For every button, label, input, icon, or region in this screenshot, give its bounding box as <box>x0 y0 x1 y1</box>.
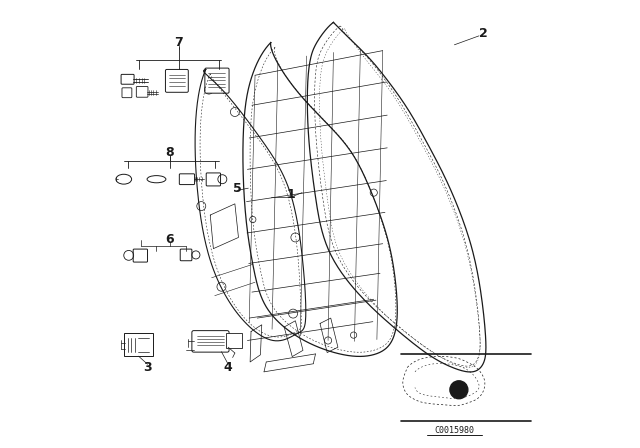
Text: 8: 8 <box>166 146 174 159</box>
Text: 6: 6 <box>166 233 174 246</box>
Text: C0015980: C0015980 <box>435 426 474 435</box>
Text: 4: 4 <box>224 361 232 374</box>
Ellipse shape <box>147 176 166 183</box>
Text: 1: 1 <box>287 188 295 202</box>
Text: 5: 5 <box>233 181 241 195</box>
FancyBboxPatch shape <box>179 174 195 185</box>
FancyBboxPatch shape <box>205 68 229 93</box>
FancyBboxPatch shape <box>165 69 188 92</box>
FancyBboxPatch shape <box>136 86 148 97</box>
FancyBboxPatch shape <box>133 249 147 262</box>
FancyBboxPatch shape <box>121 74 134 84</box>
FancyBboxPatch shape <box>206 173 221 186</box>
Text: 2: 2 <box>479 27 488 40</box>
Circle shape <box>450 381 468 399</box>
FancyBboxPatch shape <box>227 333 243 348</box>
FancyBboxPatch shape <box>180 249 192 261</box>
FancyBboxPatch shape <box>122 88 132 98</box>
Ellipse shape <box>116 174 132 184</box>
Text: 3: 3 <box>143 361 152 374</box>
Text: 7: 7 <box>175 36 183 49</box>
FancyBboxPatch shape <box>192 331 229 352</box>
FancyBboxPatch shape <box>124 333 153 356</box>
